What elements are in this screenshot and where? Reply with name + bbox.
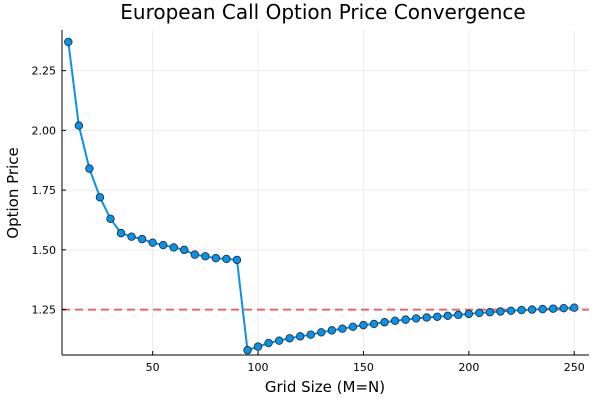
- x-tick-label: 100: [248, 361, 269, 374]
- y-tick-label: 1.50: [32, 244, 57, 257]
- data-point: [201, 252, 210, 261]
- series-line: [67, 41, 575, 352]
- y-tick-label: 1.75: [32, 184, 57, 197]
- data-point: [517, 305, 526, 315]
- grid: [62, 30, 589, 355]
- data-point: [116, 228, 126, 238]
- y-tick-label: 1.25: [32, 304, 57, 317]
- y-axis-title: Option Price: [4, 147, 22, 238]
- data-point: [401, 315, 410, 324]
- y-tick-label: 2.25: [32, 65, 57, 78]
- data-point: [369, 319, 379, 329]
- x-axis-title: Grid Size (M=N): [265, 378, 385, 396]
- data-point: [443, 311, 452, 321]
- data-point: [464, 309, 474, 319]
- data-point: [211, 254, 221, 263]
- x-tick-label: 250: [564, 361, 585, 374]
- data-point: [180, 245, 189, 255]
- y-tick-label: 2.00: [32, 124, 57, 137]
- data-point: [264, 338, 273, 348]
- data-point: [64, 37, 73, 47]
- data-point: [570, 303, 579, 312]
- data-point: [158, 240, 168, 250]
- data-point: [559, 303, 568, 313]
- data-point: [285, 334, 294, 343]
- data-point: [169, 243, 178, 252]
- data-point: [127, 232, 136, 241]
- data-point: [243, 346, 252, 355]
- data-point: [296, 332, 305, 341]
- data-point: [327, 326, 337, 335]
- data-point: [85, 164, 94, 173]
- data-point: [148, 238, 157, 247]
- data-point: [253, 342, 263, 351]
- data-point: [95, 193, 105, 202]
- data-point: [338, 324, 347, 333]
- data-point: [274, 336, 284, 345]
- data-point: [527, 305, 537, 314]
- data-point: [359, 320, 368, 330]
- data-point: [222, 254, 231, 264]
- y-ticks: 1.25 1.50 1.75 2.00 2.25: [32, 65, 66, 317]
- x-tick-label: 150: [353, 361, 374, 374]
- x-tick-label: 200: [458, 361, 479, 374]
- data-point: [454, 310, 463, 320]
- data-point: [232, 255, 242, 265]
- data-point: [506, 306, 516, 315]
- data-point: [538, 304, 547, 314]
- data-point: [475, 308, 484, 318]
- data-point: [190, 250, 200, 259]
- data-point: [485, 308, 495, 317]
- x-tick-label: 50: [146, 361, 160, 374]
- data-point: [348, 322, 358, 332]
- data-point: [317, 328, 326, 337]
- data-point: [548, 304, 558, 313]
- x-ticks: 50 100 150 200 250: [146, 351, 585, 374]
- series: [64, 37, 579, 355]
- data-point: [433, 312, 442, 321]
- chart-title: European Call Option Price Convergence: [120, 0, 525, 24]
- data-point: [390, 316, 400, 326]
- data-point: [380, 318, 389, 327]
- data-point: [496, 307, 505, 316]
- data-point: [411, 314, 421, 323]
- data-point: [422, 313, 431, 322]
- data-point: [106, 214, 115, 223]
- data-point: [306, 330, 315, 339]
- data-point: [74, 121, 84, 130]
- axes: [61, 30, 589, 356]
- data-point: [137, 234, 147, 244]
